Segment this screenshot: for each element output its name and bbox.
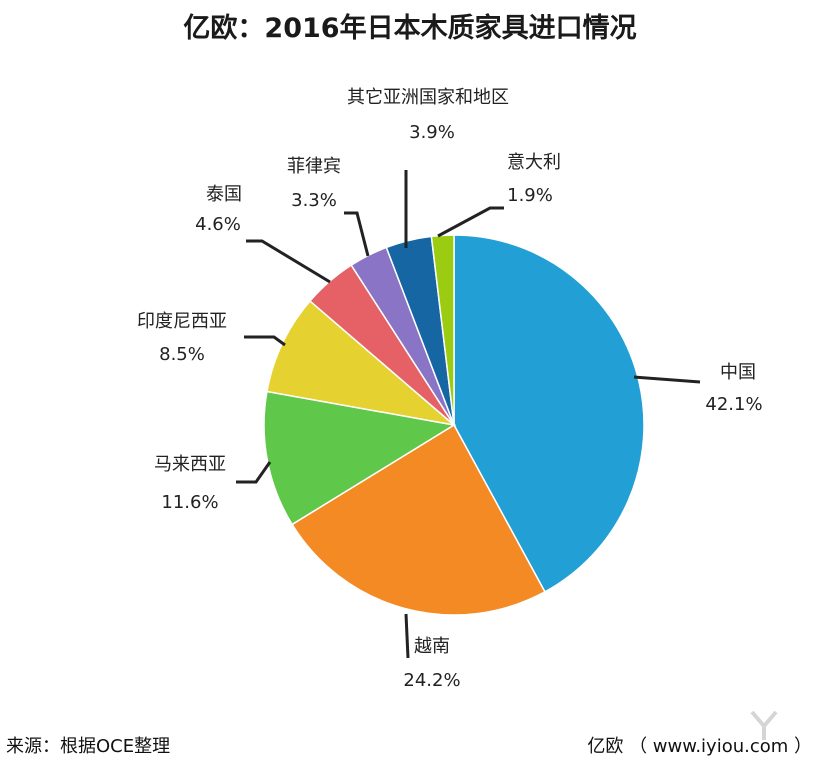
slice-value-label: 11.6% — [161, 492, 218, 513]
slice-value-label: 8.5% — [159, 344, 205, 365]
pie-slice-2 — [291, 423, 546, 616]
slice-value-label: 3.9% — [409, 122, 455, 143]
slice-name-label: 泰国 — [206, 184, 242, 205]
slice-name-label: 越南 — [414, 636, 450, 657]
leader-line-1 — [633, 375, 701, 384]
leader-line-8 — [437, 206, 504, 238]
slice-name-label: 意大利 — [507, 152, 561, 173]
source-note: 来源：根据OCE整理 — [6, 736, 171, 757]
pie-slice-3 — [263, 390, 457, 526]
brand-credit: 亿欧 （ www.iyiou.com ） — [587, 736, 812, 757]
chart-title: 亿欧：2016年日本木质家具进口情况 — [183, 13, 637, 44]
slice-name-label: 其它亚洲国家和地区 — [347, 87, 509, 108]
slice-name-label: 中国 — [720, 362, 756, 383]
slice-name-label: 马来西亚 — [154, 454, 226, 475]
leader-line-4 — [244, 335, 286, 347]
slice-value-label: 4.6% — [195, 214, 241, 235]
slice-value-label: 3.3% — [291, 190, 337, 211]
pie-slices — [263, 234, 645, 616]
pie-chart: 中国 42.1% 越南 24.2% 马来西亚 11.6% 印度尼西亚 8.5% 泰国 4.6% 菲律… — [137, 87, 763, 691]
leader-line-6 — [344, 211, 370, 257]
leader-line-5 — [246, 239, 331, 284]
slice-labels: 中国 42.1% 越南 24.2% 马来西亚 11.6% 印度尼西亚 8.5% 泰国 4.6% 菲律… — [137, 87, 763, 691]
leader-line-2 — [404, 613, 410, 659]
leader-line-3 — [236, 461, 272, 484]
slice-value-label: 1.9% — [507, 185, 553, 206]
leader-lines — [236, 170, 701, 659]
brand-watermark-icon — [750, 710, 778, 740]
slice-name-label: 印度尼西亚 — [137, 311, 227, 332]
slice-name-label: 菲律宾 — [287, 156, 341, 177]
slice-value-label: 24.2% — [403, 670, 460, 691]
pie-slice-8 — [430, 234, 455, 426]
slice-value-label: 42.1% — [705, 394, 762, 415]
